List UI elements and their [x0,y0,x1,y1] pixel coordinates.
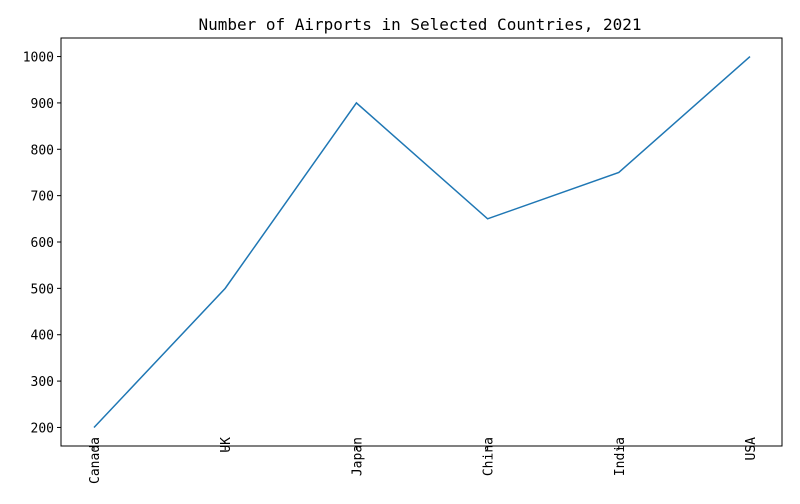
y-tick-label: 1000 [23,51,54,66]
x-tick-label: UK [219,437,234,453]
series-layer [93,55,751,428]
y-tick-label: 300 [31,375,54,390]
y-tick-label: 500 [31,282,54,297]
y-tick-label: 800 [31,143,54,158]
y-tick-label: 900 [31,97,54,112]
series-line [93,55,751,428]
x-axis: Canada UK Japan China India USA [88,437,759,484]
plot-frame [60,37,783,447]
y-tick-label: 700 [31,190,54,205]
y-axis: 200 300 400 500 600 700 800 900 1000 [23,51,61,436]
y-tick-label: 400 [31,329,54,344]
x-tick-label: Japan [350,437,365,476]
x-tick-label: China [482,437,497,476]
y-tick-label: 200 [31,421,54,436]
x-tick-label: USA [744,437,759,461]
x-tick-label: Canada [88,437,103,484]
x-tick-label: India [613,437,628,476]
y-tick-label: 600 [31,236,54,251]
chart-title: Number of Airports in Selected Countries… [198,15,641,34]
